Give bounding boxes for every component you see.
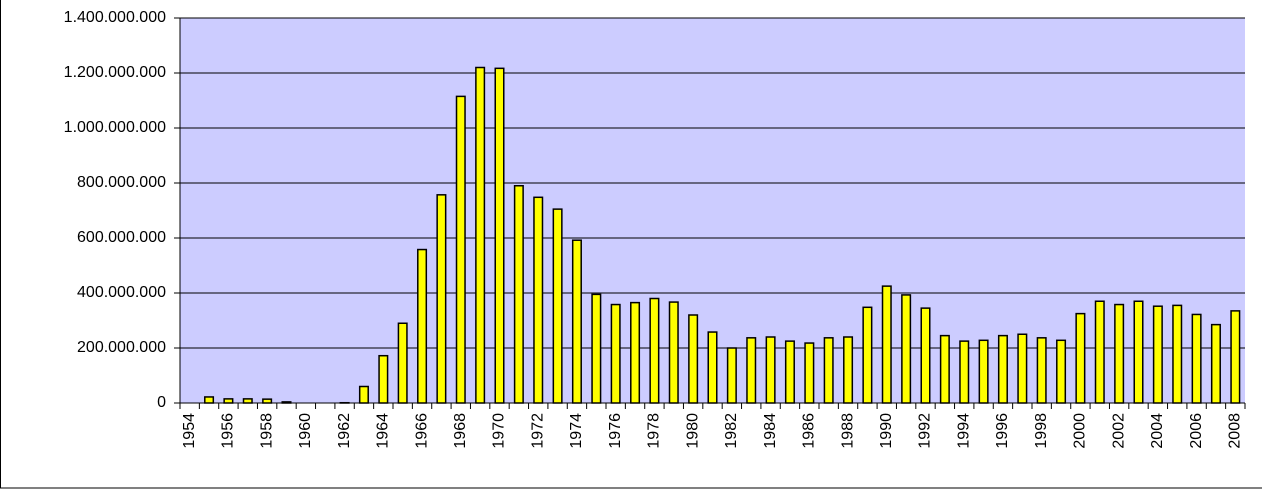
bar — [784, 340, 795, 404]
bar — [726, 347, 737, 404]
x-tick-label: 1980 — [684, 413, 701, 449]
bar — [881, 285, 892, 404]
y-tick-label: 1.000.000.000 — [64, 119, 166, 136]
bar — [1133, 300, 1144, 404]
bar — [223, 398, 234, 404]
x-tick-label: 1970 — [491, 413, 508, 449]
bar — [436, 194, 447, 404]
x-tick-label: 1978 — [646, 413, 663, 449]
bar — [358, 385, 369, 404]
y-tick-label: 1.400.000.000 — [64, 9, 166, 26]
x-tick-label: 1962 — [336, 413, 353, 449]
x-tick-label: 1960 — [297, 413, 314, 449]
bar — [513, 185, 524, 404]
bar — [1172, 304, 1183, 404]
x-tick-label: 1966 — [413, 413, 430, 449]
bar — [668, 301, 679, 404]
y-tick-label: 800.000.000 — [77, 174, 166, 191]
bar — [397, 322, 408, 404]
bar — [649, 297, 660, 404]
x-tick-label: 1988 — [839, 413, 856, 449]
bar — [204, 396, 215, 404]
bar — [688, 314, 699, 404]
x-tick-label: 1968 — [452, 413, 469, 449]
bar — [746, 337, 757, 404]
x-tick-label: 1986 — [801, 413, 818, 449]
y-tick-label: 600.000.000 — [77, 229, 166, 246]
bar — [494, 67, 505, 404]
x-tick-label: 1974 — [568, 413, 585, 449]
x-tick-label: 2006 — [1188, 413, 1205, 449]
bar — [591, 293, 602, 404]
bar — [765, 336, 776, 404]
bar — [920, 307, 931, 404]
x-tick-label: 2000 — [1072, 413, 1089, 449]
bar — [939, 334, 950, 404]
bar — [1094, 300, 1105, 404]
bar — [378, 354, 389, 404]
bar — [571, 239, 582, 404]
bar — [630, 301, 641, 404]
x-tick-label: 1984 — [762, 413, 779, 449]
bar — [901, 294, 912, 404]
bar — [1036, 337, 1047, 404]
bar — [1230, 310, 1241, 404]
x-tick-label: 2008 — [1227, 413, 1244, 449]
x-tick-label: 1992 — [917, 413, 934, 449]
x-tick-label: 1982 — [723, 413, 740, 449]
bar — [862, 306, 873, 404]
x-tick-label: 1976 — [607, 413, 624, 449]
bar — [417, 248, 428, 404]
bar — [978, 339, 989, 404]
bar — [1114, 303, 1125, 404]
x-tick-label: 1958 — [258, 413, 275, 449]
bar — [262, 398, 273, 404]
bar — [843, 336, 854, 404]
x-tick-label: 2002 — [1110, 413, 1127, 449]
bar — [455, 95, 466, 404]
bar — [475, 66, 486, 404]
y-tick-label: 400.000.000 — [77, 284, 166, 301]
x-tick-label: 1954 — [181, 413, 198, 449]
x-tick-label: 1964 — [375, 413, 392, 449]
x-tick-label: 1990 — [878, 413, 895, 449]
x-tick-label: 1994 — [955, 413, 972, 449]
bar — [707, 331, 718, 404]
x-tick-label: 1972 — [529, 413, 546, 449]
bar — [1191, 313, 1202, 404]
bar — [1210, 323, 1221, 404]
y-tick-label: 0 — [157, 394, 166, 411]
bar — [997, 334, 1008, 404]
y-tick-label: 1.200.000.000 — [64, 64, 166, 81]
bar — [533, 196, 544, 404]
bar — [242, 398, 253, 404]
bar — [552, 208, 563, 404]
bar — [823, 337, 834, 404]
y-tick-label: 200.000.000 — [77, 339, 166, 356]
bar — [1056, 339, 1067, 404]
x-tick-label: 1998 — [1033, 413, 1050, 449]
bar — [804, 342, 815, 404]
x-tick-label: 1996 — [994, 413, 1011, 449]
bar — [610, 303, 621, 404]
x-tick-label: 1956 — [220, 413, 237, 449]
bar — [959, 340, 970, 404]
bar — [1017, 333, 1028, 404]
bar — [1152, 305, 1163, 404]
x-tick-label: 2004 — [1149, 413, 1166, 449]
bar — [1075, 312, 1086, 404]
